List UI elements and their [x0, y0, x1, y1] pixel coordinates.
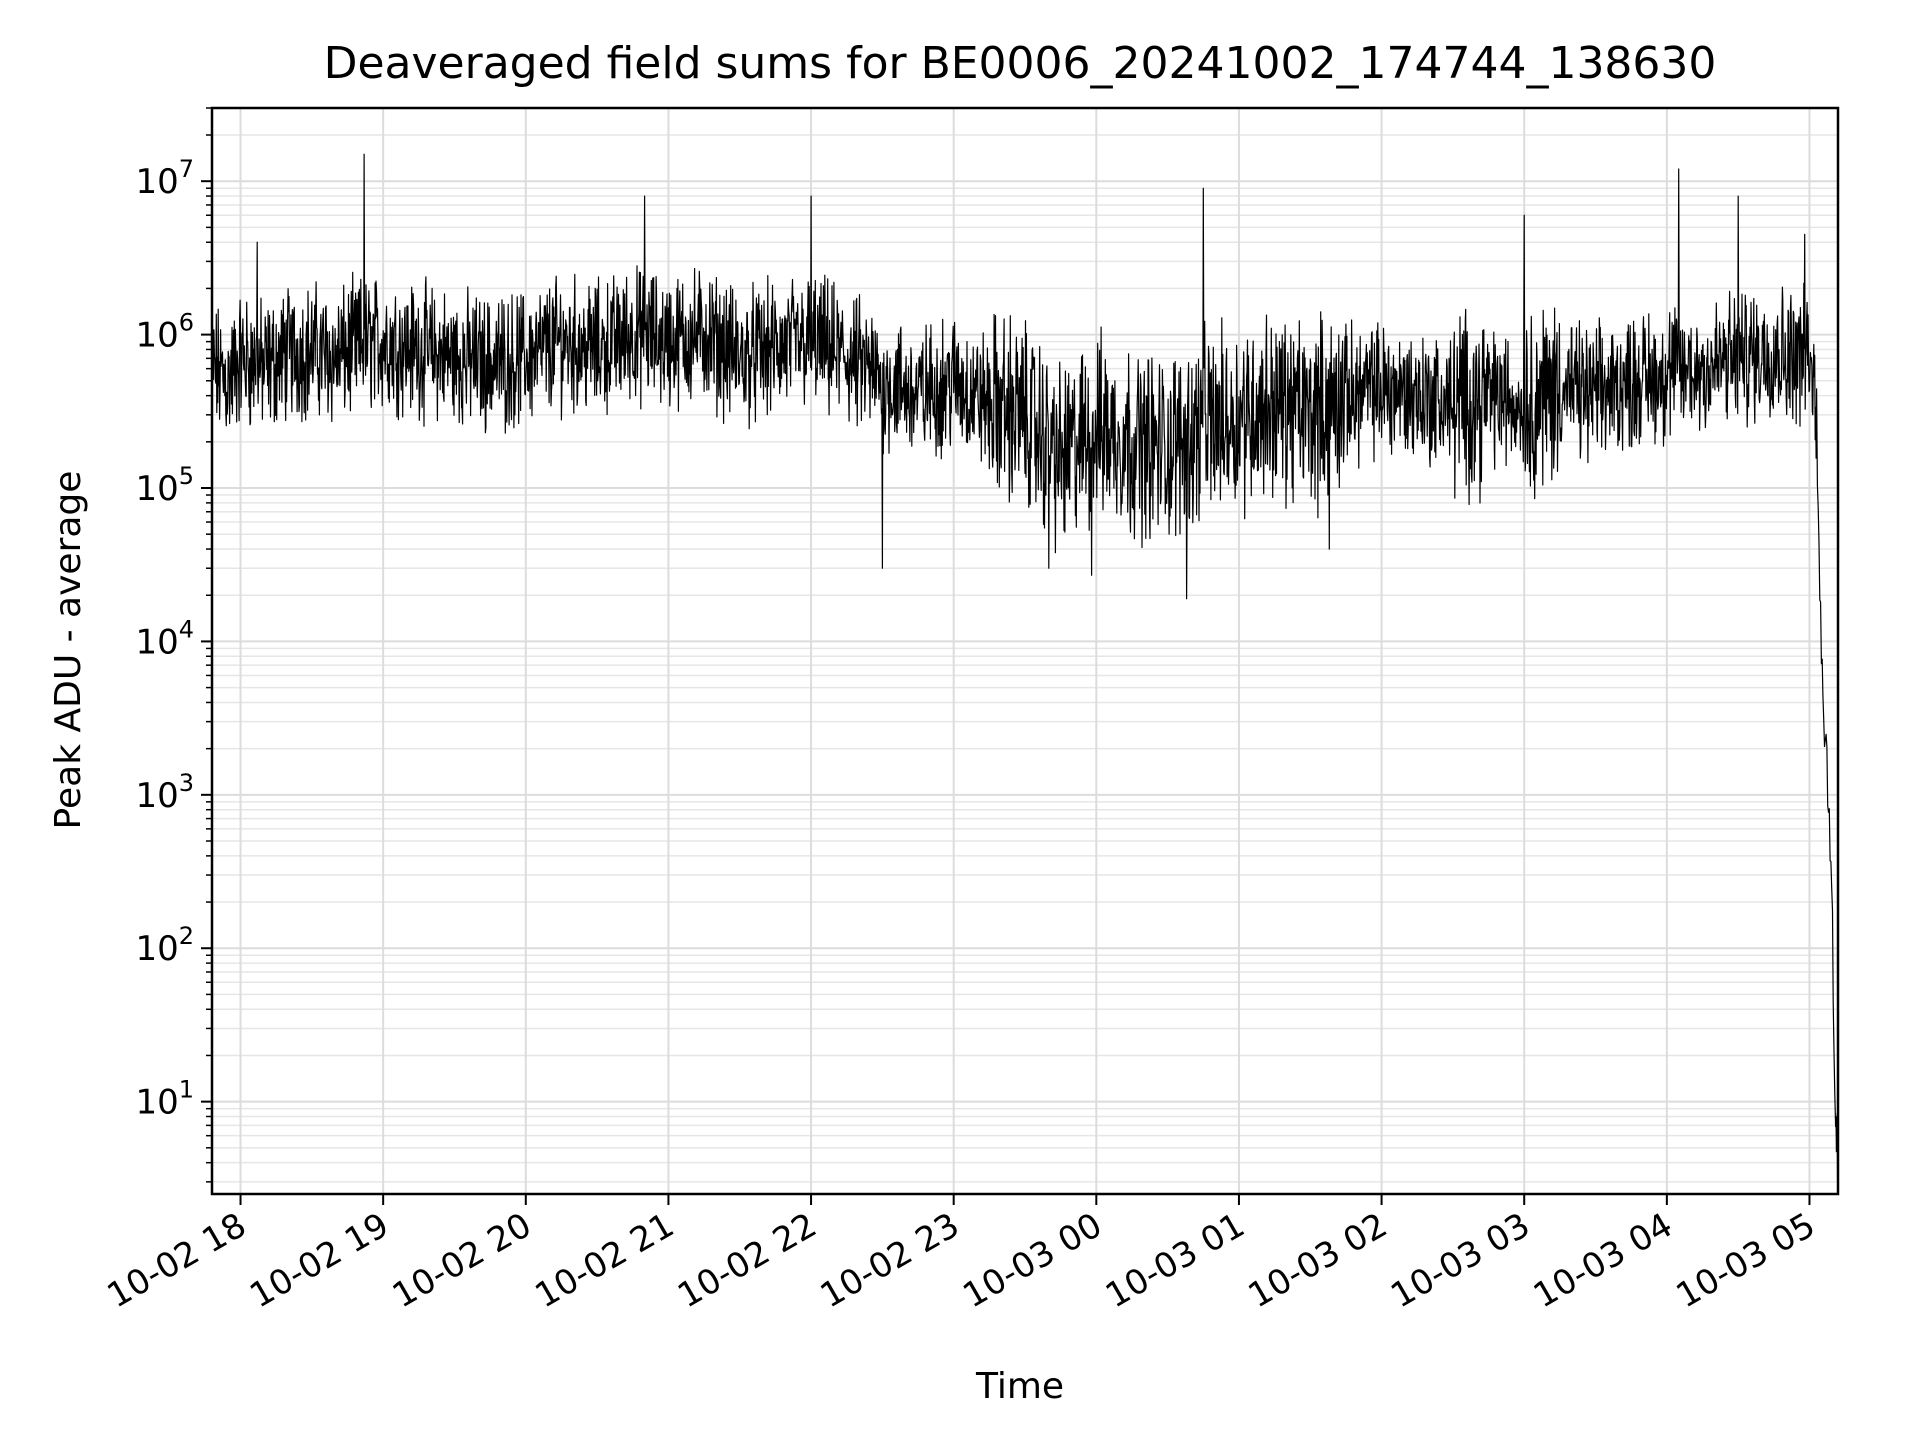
y-tick-label: 107	[135, 155, 194, 202]
y-tick-label: 104	[135, 615, 194, 662]
series-layer	[211, 153, 1839, 1184]
y-tick-label: 105	[135, 462, 194, 509]
y-tick-label: 101	[135, 1076, 194, 1123]
y-tick-label: 106	[135, 309, 194, 356]
y-axis-label: Peak ADU - average	[48, 471, 89, 830]
x-axis-label: Time	[975, 1366, 1064, 1407]
series-line	[211, 153, 1839, 1184]
grid	[212, 107, 1838, 1194]
y-axis: 101 102 103 104 105 106 107	[135, 107, 212, 1183]
y-tick-label: 102	[135, 922, 194, 969]
y-tick-label: 103	[135, 769, 194, 816]
plot-frame	[210, 106, 1840, 1196]
chart-title: Deaveraged field sums for BE0006_2024100…	[324, 38, 1717, 89]
